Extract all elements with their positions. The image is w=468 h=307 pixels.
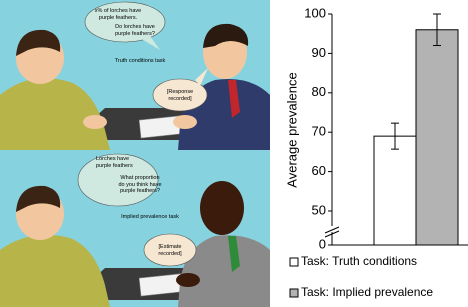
speech-text: What proportion do you think have purple… [118, 175, 162, 195]
axis-break [325, 231, 339, 237]
legend-swatch [290, 289, 298, 297]
y-tick-label: 80 [312, 84, 326, 99]
figure: x% of lorches have purple feathers. Do l… [0, 0, 468, 307]
y-axis-label: Average prevalence [284, 72, 299, 187]
speech-text: Do lorches have purple feathers? [110, 24, 160, 37]
legend-swatch [290, 258, 298, 266]
speech-text: Lorches have purple feathers [96, 156, 142, 169]
illustration [0, 0, 270, 307]
y-tick-label: 90 [312, 45, 326, 60]
axis-break-gap [326, 226, 338, 232]
y-tick-label: 50 [312, 202, 326, 217]
task-label: Implied prevalence task [105, 214, 195, 221]
legend-label: Task: Implied prevalence [301, 285, 433, 299]
speech-text: x% of lorches have purple feathers. [88, 8, 148, 21]
bar [374, 136, 416, 245]
axis-break [325, 227, 339, 233]
y-tick-label: 60 [312, 163, 326, 178]
legend-label: Task: Truth conditions [301, 254, 417, 268]
y-tick-label: 0 [319, 236, 326, 251]
y-tick-label: 70 [312, 124, 326, 139]
note-text: [Response recorded] [158, 89, 202, 102]
task-label: Truth conditions task [95, 58, 185, 65]
bar [416, 30, 458, 245]
note-text: [Estimate recorded] [150, 244, 190, 257]
y-tick-label: 100 [304, 5, 326, 20]
